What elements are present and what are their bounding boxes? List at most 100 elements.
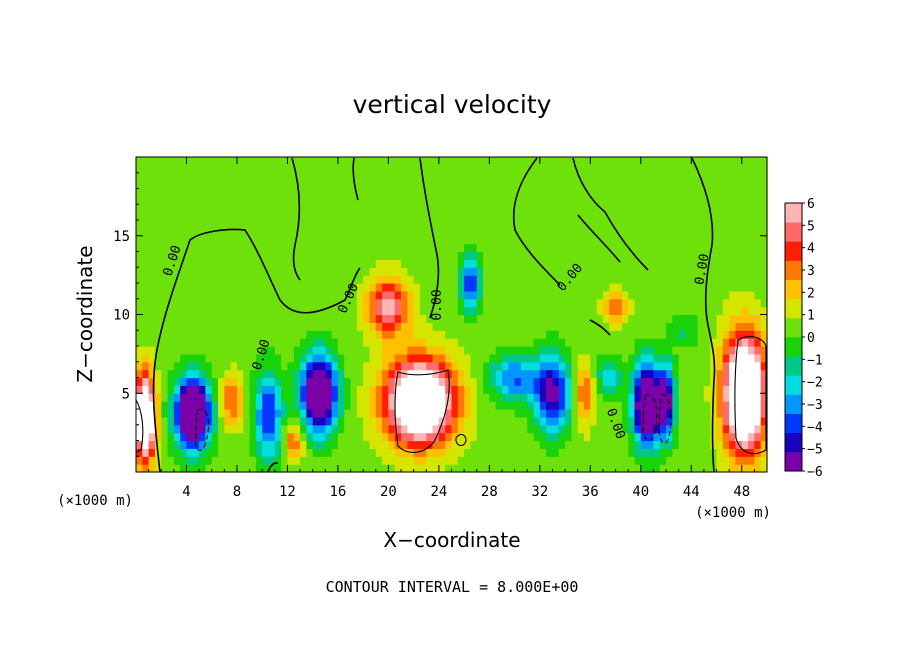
heatmap-cell <box>615 267 623 276</box>
heatmap-cell <box>697 353 705 363</box>
heatmap-cell <box>609 440 617 449</box>
heatmap-cell <box>331 298 339 308</box>
heatmap-cell <box>445 212 453 221</box>
heatmap-cell <box>653 164 661 174</box>
heatmap-cell <box>691 369 699 379</box>
heatmap-cell <box>173 346 181 355</box>
contour-zero-line <box>589 319 611 336</box>
heatmap-cell <box>230 401 238 410</box>
heatmap-cell <box>419 275 427 284</box>
heatmap-cell <box>716 259 724 268</box>
heatmap-cell <box>224 172 232 182</box>
heatmap-cell <box>262 416 270 426</box>
heatmap-cell <box>331 212 339 221</box>
heatmap-cell <box>293 432 301 442</box>
heatmap-cell <box>344 259 352 268</box>
heatmap-cell <box>647 180 655 190</box>
heatmap-cell <box>577 188 585 197</box>
heatmap-cell <box>161 369 169 379</box>
heatmap-cell <box>754 157 762 166</box>
x-axis-unit-right: (×1000 m) <box>695 505 771 521</box>
heatmap-cell <box>565 196 572 205</box>
heatmap-cell <box>697 409 705 418</box>
colorbar-swatch <box>785 451 802 472</box>
heatmap-cell <box>489 188 497 197</box>
heatmap-cell <box>590 456 598 465</box>
heatmap-cell <box>495 267 503 276</box>
heatmap-cell <box>192 393 200 402</box>
heatmap-cell <box>464 346 472 355</box>
heatmap-cell <box>249 338 257 347</box>
heatmap-cell <box>350 196 358 205</box>
heatmap-cell <box>205 164 213 174</box>
x-tick-label: 20 <box>380 484 397 500</box>
heatmap-cell <box>552 393 560 402</box>
heatmap-cell <box>520 456 528 465</box>
heatmap-cell <box>508 377 516 386</box>
heatmap-cell <box>596 157 604 166</box>
heatmap-cell <box>192 456 200 465</box>
heatmap-cell <box>760 172 768 182</box>
heatmap-cell <box>375 424 383 434</box>
heatmap-cell <box>634 259 642 268</box>
heatmap-cell <box>565 377 572 386</box>
heatmap-cell <box>565 314 572 323</box>
heatmap-cell <box>331 346 339 355</box>
heatmap-cell <box>741 243 749 253</box>
heatmap-cell <box>154 227 162 237</box>
heatmap-cell <box>684 393 692 402</box>
heatmap-cell <box>426 306 434 316</box>
heatmap-cell <box>262 409 270 418</box>
heatmap-cell <box>716 243 724 253</box>
heatmap-cell <box>464 306 472 316</box>
heatmap-cell <box>281 227 289 237</box>
heatmap-cell <box>274 227 282 237</box>
heatmap-cell <box>394 212 402 221</box>
heatmap-cell <box>186 338 194 347</box>
heatmap-cell <box>703 290 711 300</box>
heatmap-cell <box>748 409 755 418</box>
heatmap-cell <box>331 448 339 457</box>
heatmap-cell <box>546 456 554 465</box>
heatmap-cell <box>647 164 655 174</box>
heatmap-cell <box>754 243 762 253</box>
heatmap-cell <box>344 346 352 355</box>
heatmap-cell <box>369 298 377 308</box>
heatmap-cell <box>236 409 244 418</box>
heatmap-cell <box>318 157 326 166</box>
heatmap-cell <box>369 196 377 205</box>
heatmap-cell <box>729 456 737 465</box>
heatmap-cell <box>173 196 181 205</box>
heatmap-cell <box>287 393 295 402</box>
x-tick-label: 16 <box>329 484 346 500</box>
heatmap-cell <box>312 322 320 331</box>
heatmap-cell <box>369 251 377 260</box>
heatmap-cell <box>596 243 604 253</box>
heatmap-cell <box>729 196 737 205</box>
heatmap-cell <box>281 401 289 410</box>
heatmap-cell <box>672 448 680 457</box>
heatmap-cell <box>628 448 636 457</box>
heatmap-cell <box>684 220 692 229</box>
heatmap-cell <box>445 385 453 394</box>
heatmap-cell <box>760 275 768 284</box>
heatmap-cell <box>590 393 598 402</box>
heatmap-cell <box>148 306 156 316</box>
heatmap-cell <box>180 369 188 379</box>
heatmap-cell <box>741 275 749 284</box>
heatmap-cell <box>218 164 225 174</box>
heatmap-cell <box>640 330 648 339</box>
heatmap-cell <box>161 275 169 284</box>
heatmap-cell <box>710 448 718 457</box>
heatmap-cell <box>508 369 516 379</box>
heatmap-cell <box>710 298 718 308</box>
heatmap-cell <box>180 353 188 363</box>
heatmap-cell <box>741 298 749 308</box>
heatmap-cell <box>249 424 257 434</box>
heatmap-cell <box>565 401 572 410</box>
heatmap-cell <box>754 409 762 418</box>
heatmap-cell <box>274 361 282 371</box>
heatmap-cell <box>293 416 301 426</box>
heatmap-cell <box>344 322 352 331</box>
heatmap-cell <box>735 164 743 174</box>
